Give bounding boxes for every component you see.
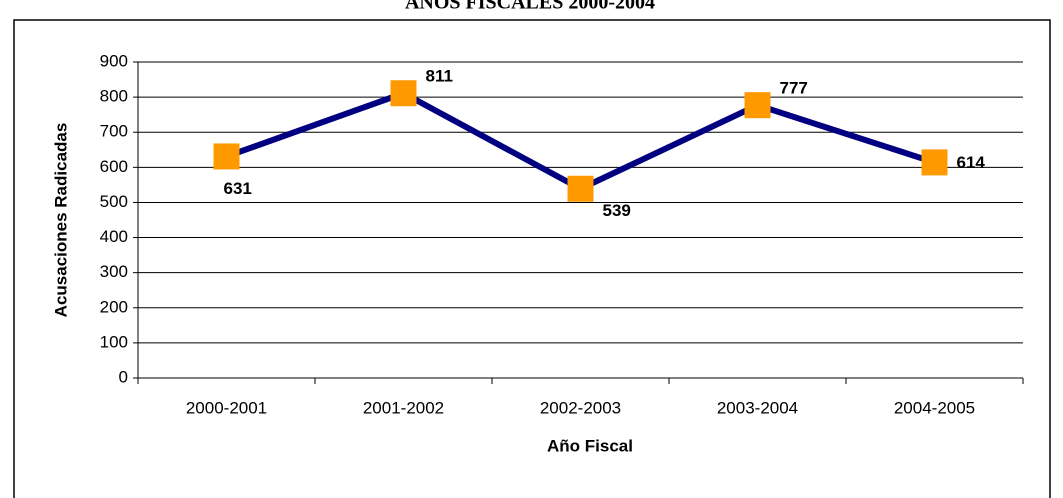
x-axis-label: Año Fiscal <box>547 436 633 455</box>
y-tick-label: 400 <box>100 227 128 246</box>
data-label: 614 <box>957 153 986 172</box>
data-label: 539 <box>603 201 631 220</box>
y-tick-label: 0 <box>119 367 128 386</box>
data-label: 811 <box>426 67 453 86</box>
marker <box>390 80 417 107</box>
chart-frame <box>13 19 1051 498</box>
y-tick-label: 900 <box>100 51 128 70</box>
data-label: 777 <box>780 79 808 98</box>
y-tick-label: 100 <box>100 332 128 351</box>
marker <box>213 143 240 170</box>
marker <box>567 175 594 202</box>
data-label: 631 <box>224 179 252 198</box>
y-tick-label: 700 <box>100 122 128 141</box>
chart-title: AÑOS FISCALES 2000-2004 <box>405 0 655 14</box>
x-tick-label: 2000-2001 <box>186 398 267 417</box>
x-tick-label: 2004-2005 <box>894 398 975 417</box>
y-tick-label: 600 <box>100 157 128 176</box>
y-tick-label: 800 <box>100 87 128 106</box>
x-tick-label: 2001-2002 <box>363 398 444 417</box>
y-tick-label: 500 <box>100 192 128 211</box>
y-axis-label: Acusaciones Radicadas <box>51 123 70 318</box>
y-tick-label: 200 <box>100 297 128 316</box>
x-tick-label: 2002-2003 <box>540 398 621 417</box>
marker <box>744 92 771 119</box>
marker <box>921 149 948 176</box>
y-tick-label: 300 <box>100 262 128 281</box>
x-tick-label: 2003-2004 <box>717 398 798 417</box>
